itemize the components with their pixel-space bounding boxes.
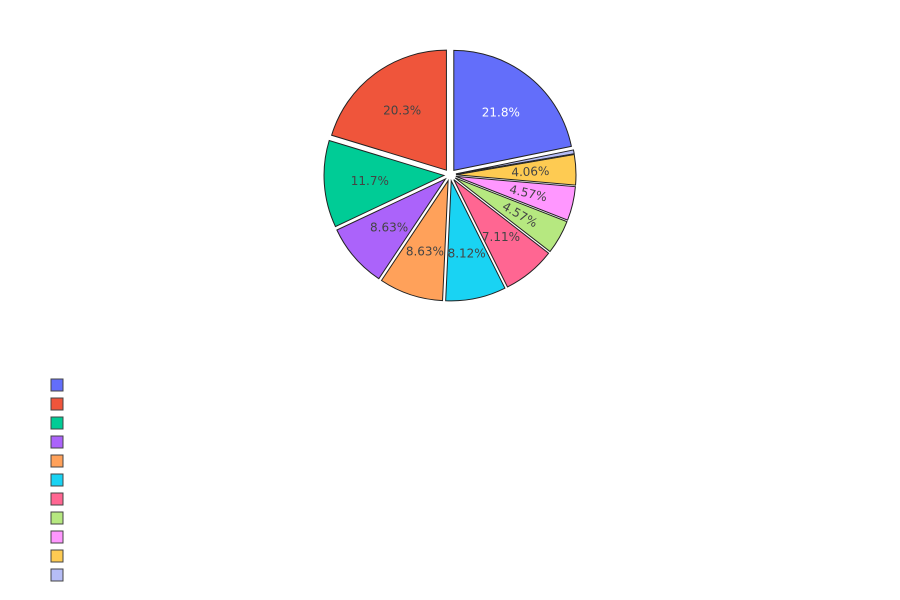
legend-item-2[interactable] bbox=[50, 397, 64, 411]
legend-swatch-11 bbox=[50, 568, 64, 582]
legend-item-5[interactable] bbox=[50, 454, 64, 468]
legend-item-7[interactable] bbox=[50, 492, 64, 506]
legend-swatch-10 bbox=[50, 549, 64, 563]
slice-label-3: 4.06% bbox=[511, 164, 550, 180]
legend-item-1[interactable] bbox=[50, 378, 64, 392]
legend-item-11[interactable] bbox=[50, 568, 64, 582]
pie-slices bbox=[323, 49, 577, 302]
legend-swatch-9 bbox=[50, 530, 64, 544]
legend-swatch-3 bbox=[50, 416, 64, 430]
legend-swatch-4 bbox=[50, 435, 64, 449]
legend-item-4[interactable] bbox=[50, 435, 64, 449]
pie-slice-6[interactable] bbox=[453, 179, 550, 288]
legend-item-6[interactable] bbox=[50, 473, 64, 487]
slice-label-7: 8.12% bbox=[448, 247, 486, 261]
slice-label-11: 20.3% bbox=[383, 103, 421, 117]
slice-label-9: 8.63% bbox=[370, 220, 408, 234]
legend-swatch-1 bbox=[50, 378, 64, 392]
pie-slice-3[interactable] bbox=[455, 153, 577, 186]
pie-slice-8[interactable] bbox=[380, 178, 449, 302]
slice-label-1: 21.8% bbox=[482, 106, 520, 120]
legend-swatch-7 bbox=[50, 492, 64, 506]
pie-slice-7[interactable] bbox=[445, 178, 506, 302]
legend-swatch-6 bbox=[50, 473, 64, 487]
pie-slice-4[interactable] bbox=[455, 175, 576, 221]
slice-label-6: 7.11% bbox=[482, 230, 520, 244]
pie-slice-1[interactable] bbox=[453, 49, 572, 171]
legend-item-8[interactable] bbox=[50, 511, 64, 525]
slice-label-10: 11.7% bbox=[351, 174, 389, 188]
legend-item-10[interactable] bbox=[50, 549, 64, 563]
slice-label-8: 8.63% bbox=[406, 244, 444, 258]
legend-item-3[interactable] bbox=[50, 416, 64, 430]
pie-slice-11[interactable] bbox=[330, 49, 447, 171]
legend-item-9[interactable] bbox=[50, 530, 64, 544]
legend-swatch-2 bbox=[50, 397, 64, 411]
pie-slice-9[interactable] bbox=[336, 177, 447, 280]
legend-swatch-5 bbox=[50, 454, 64, 468]
pie-slice-2[interactable] bbox=[455, 149, 575, 175]
pie-slice-5[interactable] bbox=[454, 177, 568, 253]
legend bbox=[50, 378, 64, 582]
pie-slice-10[interactable] bbox=[323, 139, 446, 228]
legend-swatch-8 bbox=[50, 511, 64, 525]
